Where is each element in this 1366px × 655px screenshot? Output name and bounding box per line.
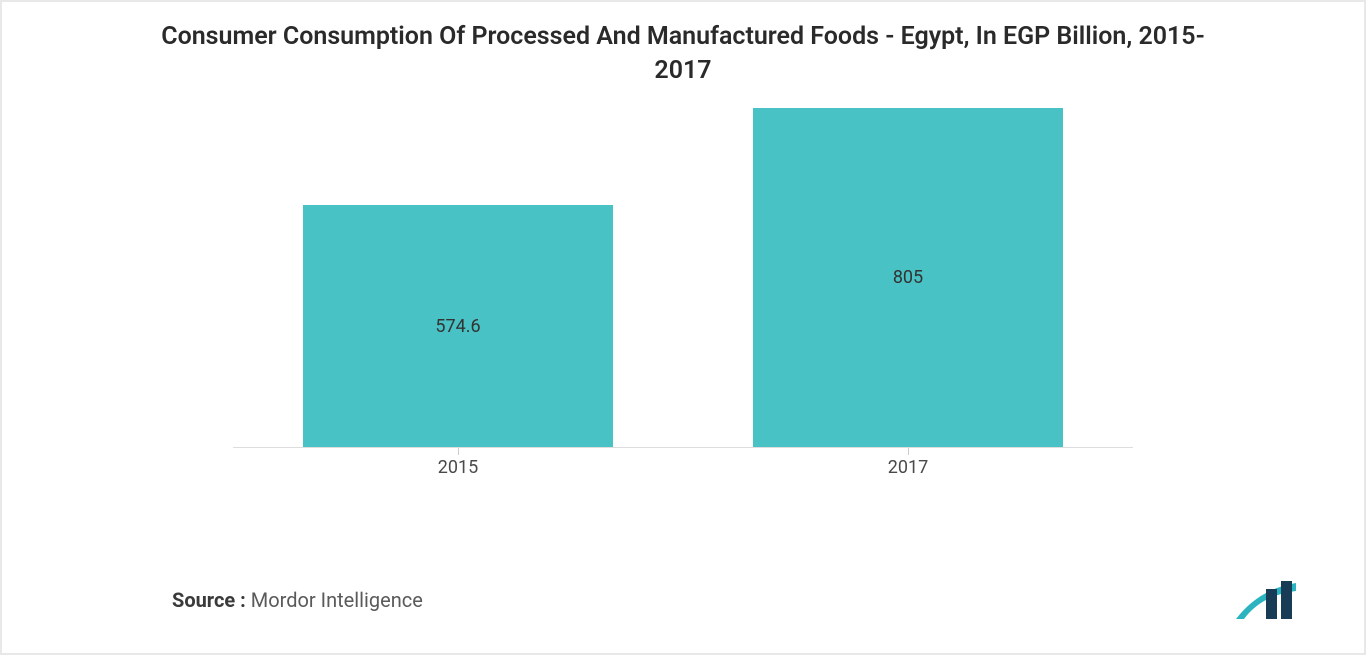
bar-2017: 805 (753, 108, 1063, 448)
mordor-logo-icon (1234, 579, 1304, 621)
source-text: Source : Mordor Intelligence (172, 588, 423, 612)
tick-2015 (458, 448, 459, 455)
bar-value-2017: 805 (893, 267, 923, 288)
chart-area: 574.6 2015 805 2017 (233, 108, 1133, 478)
bar-group-2017: 805 2017 (683, 108, 1133, 448)
bars-row: 574.6 2015 805 2017 (233, 108, 1133, 448)
chart-container: Consumer Consumption Of Processed And Ma… (0, 0, 1366, 655)
footer: Source : Mordor Intelligence (172, 579, 1304, 621)
source-value: Mordor Intelligence (251, 588, 423, 612)
logo-bar-1 (1266, 589, 1277, 619)
bar-label-2015: 2015 (438, 457, 478, 478)
source-label: Source : (172, 588, 246, 612)
bar-label-2017: 2017 (888, 457, 928, 478)
bar-2015: 574.6 (303, 205, 613, 448)
chart-title: Consumer Consumption Of Processed And Ma… (133, 20, 1233, 88)
x-axis-baseline (233, 447, 1133, 448)
tick-2017 (908, 448, 909, 455)
logo-bar-2 (1281, 581, 1292, 619)
bar-value-2015: 574.6 (435, 316, 480, 337)
bar-group-2015: 574.6 2015 (233, 205, 683, 448)
